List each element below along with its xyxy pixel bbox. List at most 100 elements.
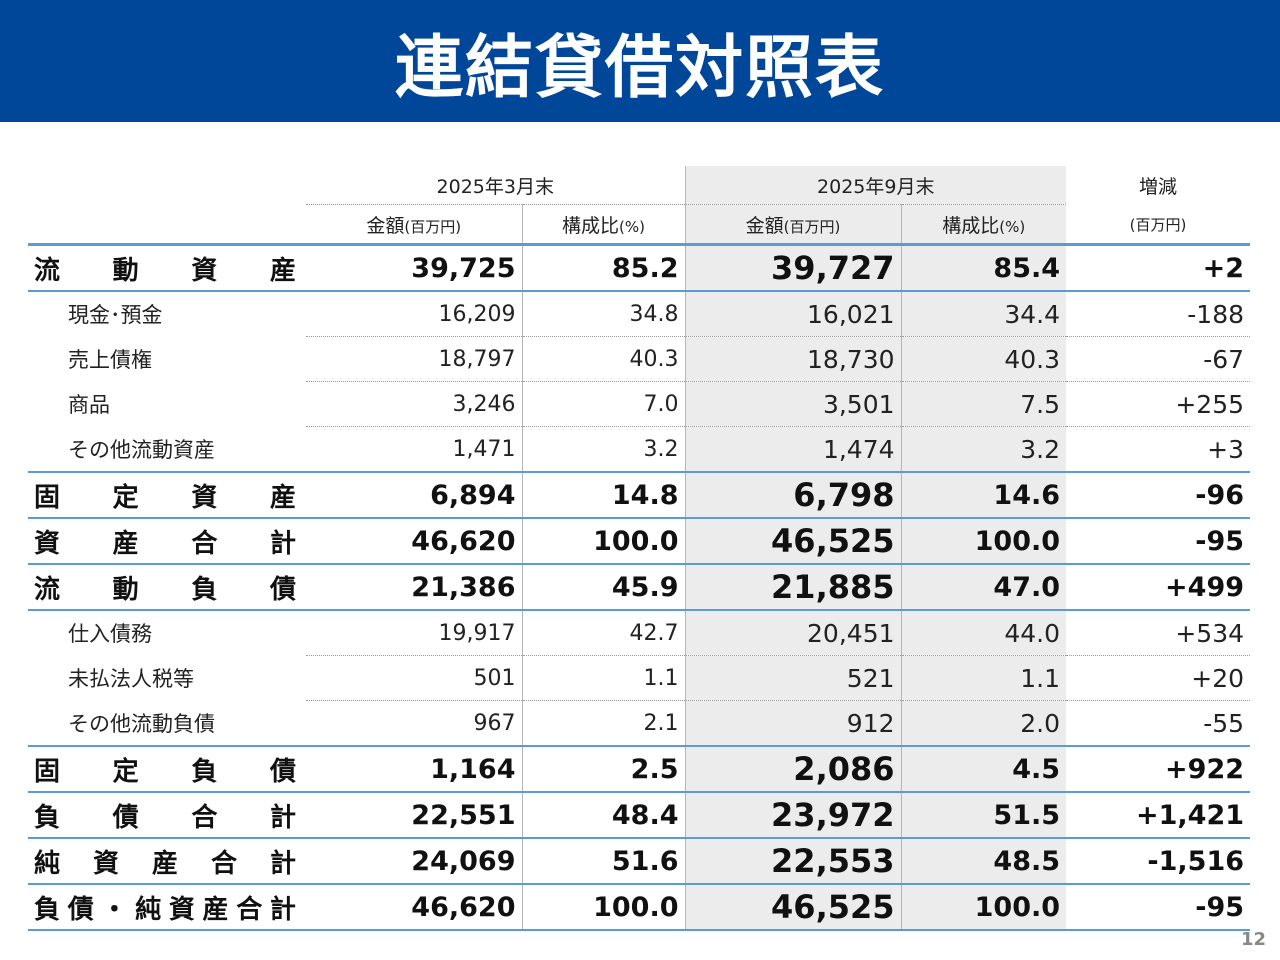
row-label-char: 負 [191, 756, 218, 787]
row-label-spaced: 固定負債 [34, 751, 296, 788]
row-label-char: 合 [191, 802, 218, 833]
amount-2025-09: 21,885 [684, 564, 902, 611]
row-label: 商品 [68, 393, 110, 417]
amount-2025-03: 19,917 [306, 610, 522, 656]
row-label-char: 産 [269, 482, 296, 513]
header-ratio2-label: 構成比 [942, 214, 1000, 237]
header-ratio1-label: 構成比 [562, 214, 620, 237]
row-label-char: 合 [236, 894, 263, 925]
change-amount: -96 [1066, 472, 1251, 519]
header-amount1-label: 金額 [366, 214, 405, 237]
ratio-2025-03: 85.2 [521, 244, 686, 292]
amount-2025-03: 22,551 [306, 792, 522, 839]
ratio-2025-09: 4.5 [900, 746, 1067, 793]
amount-2025-09: 1,474 [684, 426, 902, 473]
ratio-2025-09: 2.0 [900, 700, 1067, 747]
amount-2025-03: 6,894 [306, 472, 522, 519]
row-label-char: 債 [269, 756, 296, 787]
change-amount: -95 [1066, 518, 1251, 565]
ratio-2025-03: 51.6 [521, 838, 686, 885]
amount-2025-09: 6,798 [684, 472, 902, 519]
table-row: 負 債 合 計 22,551 48.4 23,972 51.5 +1,421 [28, 792, 1251, 839]
amount-2025-09: 22,553 [684, 838, 902, 885]
table-row: 商品 3,246 7.0 3,501 7.5 +255 [28, 381, 1251, 427]
change-amount: +3 [1066, 426, 1251, 473]
row-label-char: 合 [191, 528, 218, 559]
ratio-2025-03: 40.3 [521, 336, 686, 382]
row-label-char: 計 [269, 802, 296, 833]
row-label: 流動資産 [28, 244, 306, 292]
ratio-2025-03: 100.0 [521, 884, 686, 931]
change-amount: -1,516 [1066, 838, 1251, 885]
header-ratio1-unit: (%) [619, 217, 645, 236]
row-label: 仕入債務 [68, 622, 152, 647]
change-amount: -95 [1066, 884, 1251, 931]
ratio-2025-09: 7.5 [900, 381, 1067, 427]
table-row: 固 定 資 産 6,894 14.8 6,798 14.6 -96 [28, 472, 1251, 519]
ratio-2025-09: 100.0 [900, 884, 1067, 931]
row-label: その他流動負債 [28, 700, 306, 747]
row-label-spaced: 純資 産 合 計 [34, 843, 296, 880]
ratio-2025-03: 14.8 [521, 472, 686, 519]
amount-2025-09: 46,525 [684, 518, 902, 565]
row-label: 負債・純資産合計 [28, 884, 306, 931]
row-label-char: 債 [269, 574, 296, 605]
ratio-2025-09: 100.0 [900, 518, 1067, 565]
change-amount: +534 [1066, 610, 1251, 656]
row-label-char: 動 [112, 574, 139, 605]
amount-2025-09: 20,451 [684, 610, 902, 656]
page-number: 12 [1240, 929, 1266, 950]
ratio-2025-03: 42.7 [521, 610, 686, 656]
header-blank-2 [28, 204, 306, 246]
row-label-char: 債 [67, 894, 94, 925]
amount-2025-09: 39,727 [684, 244, 902, 292]
row-label-spaced: 負債合計 [34, 797, 296, 834]
row-label-char: 純 [135, 894, 162, 925]
row-label: 負債合計 [28, 792, 306, 839]
change-amount: -67 [1066, 336, 1251, 382]
amount-2025-03: 1,471 [306, 426, 522, 473]
change-amount: +20 [1066, 655, 1251, 701]
row-label-char: 資 [92, 848, 119, 879]
header-diff: 増減 [1139, 175, 1178, 198]
change-amount: +2 [1066, 244, 1251, 292]
ratio-2025-09: 3.2 [900, 426, 1067, 473]
header-amount2: 金額(百万円) [684, 204, 902, 246]
row-label-spaced: 資産合計 [34, 523, 296, 560]
ratio-2025-09: 51.5 [900, 792, 1067, 839]
table-row: 資産合計 46,620 100.0 46,525 100.0 -95 [28, 518, 1251, 565]
table-row: 純資 産 合 計 24,069 51.6 22,553 48.5 -1,516 [28, 838, 1251, 885]
table-row: 流 動 資 産 39,725 85.2 39,727 85.4 +2 [28, 244, 1251, 292]
header-amount2-label: 金額 [745, 214, 784, 237]
row-label-char: 合 [210, 848, 237, 879]
ratio-2025-03: 1.1 [521, 655, 686, 701]
row-label: 純資 産 合 計 [28, 838, 306, 885]
ratio-2025-03: 100.0 [521, 518, 686, 565]
balance-sheet-table-wrap: 2025年3月末 2025年9月末 増減 金額(百万円) 構成比(%) 金額(百… [28, 166, 1251, 931]
table-row: 固 定 負 債 1,164 2.5 2,086 4.5 +922 [28, 746, 1251, 793]
header-amount1: 金額(百万円) [306, 204, 522, 246]
ratio-2025-09: 47.0 [900, 564, 1067, 611]
row-label-char: 資 [168, 894, 195, 925]
header-ratio1: 構成比(%) [521, 204, 686, 246]
ratio-2025-09: 44.0 [900, 610, 1067, 656]
row-label-char: 負 [34, 894, 61, 925]
table-row: 未払法人税等 501 1.1 521 1.1 +20 [28, 655, 1251, 701]
row-label-char: 固 [34, 756, 61, 787]
table-row: 現金･預金 16,209 34.8 16,021 34.4 -188 [28, 291, 1251, 337]
header-period2: 2025年9月末 [684, 166, 1067, 205]
row-label-char: 負 [191, 574, 218, 605]
amount-2025-03: 16,209 [306, 291, 522, 337]
table-row: 負債・純資産合計 46,620 100.0 46,525 100.0 -95 [28, 884, 1251, 931]
row-label-char: 定 [112, 756, 139, 787]
table-row: 仕入債務 19,917 42.7 20,451 44.0 +534 [28, 610, 1251, 656]
row-label-char: 計 [269, 848, 296, 879]
amount-2025-03: 46,620 [306, 518, 522, 565]
amount-2025-09: 2,086 [684, 746, 902, 793]
row-label-char: 流 [34, 255, 61, 286]
row-label-char: 計 [269, 528, 296, 559]
amount-2025-09: 18,730 [684, 336, 902, 382]
ratio-2025-03: 2.5 [521, 746, 686, 793]
row-label-spaced: 負債・純資産合計 [34, 889, 296, 926]
row-label-char: 負 [34, 802, 61, 833]
